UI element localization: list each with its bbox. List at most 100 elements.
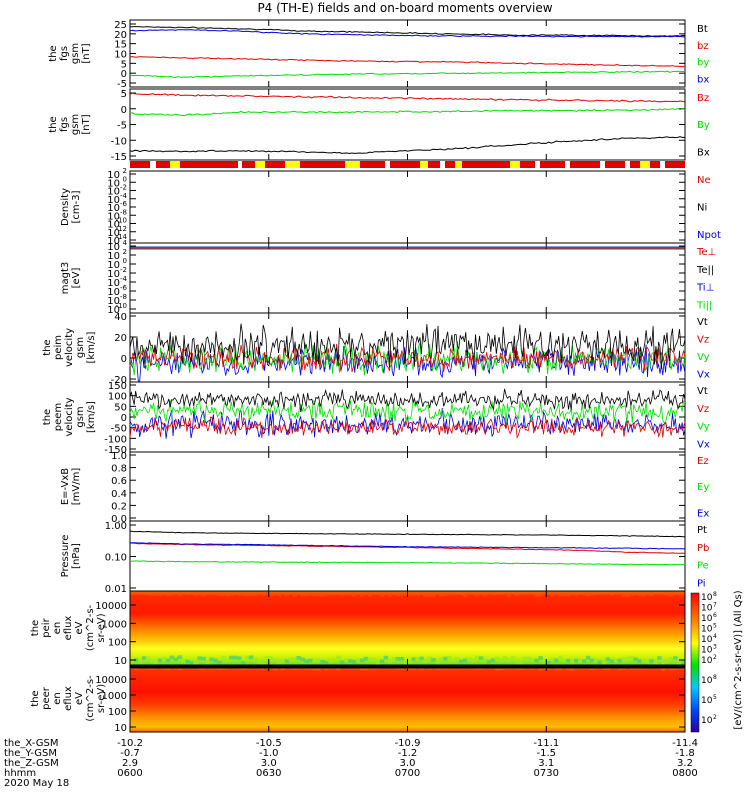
spectrogram-stripe — [657, 656, 662, 660]
y-axis-label: velocity — [64, 328, 75, 367]
y-tick-label: -100 — [104, 434, 127, 445]
spectrogram-stripe — [570, 659, 575, 664]
legend-ez: Ez — [697, 456, 709, 467]
spectrogram-stripe — [482, 591, 488, 597]
spectrogram-stripe — [419, 656, 424, 661]
y-tick-label: -150 — [104, 445, 127, 456]
spectrogram-stripe — [423, 591, 428, 597]
spectrogram-stripe — [344, 658, 349, 663]
spectrogram-stripe — [300, 657, 305, 662]
y-axis-label: [km/s] — [86, 401, 97, 433]
colorbar — [690, 592, 700, 733]
spectrogram-stripe — [185, 659, 190, 664]
spectrogram-stripe — [411, 657, 416, 662]
y-tick-label: 10 — [107, 178, 120, 189]
y-tick-label: 100 — [108, 707, 127, 718]
spectrogram-stripe — [478, 591, 484, 595]
spectrogram-stripe — [439, 657, 444, 662]
spectrogram-stripe — [221, 655, 226, 660]
y-tick-label: 40 — [114, 312, 127, 323]
x-tick-label: 3.2 — [677, 758, 693, 769]
legend-pb: Pb — [697, 543, 709, 554]
x-tick-label: 0730 — [534, 768, 559, 779]
y-tick-label: 10 — [114, 50, 127, 61]
y-tick-exponent: -2 — [120, 184, 127, 192]
spectrogram-stripe — [217, 660, 222, 665]
spectrogram-stripe — [653, 591, 658, 595]
spectrogram-stripe — [383, 591, 389, 595]
spectrogram-stripe — [447, 591, 452, 595]
spectrogram-stripe — [363, 656, 369, 661]
spectrogram-stripe — [371, 657, 377, 662]
y-tick-label: 10 — [107, 228, 120, 239]
spectrogram-stripe — [601, 591, 607, 595]
y-tick-label: 10 — [107, 260, 120, 271]
y-tick-label: 10 — [107, 220, 120, 231]
status-bar-flag — [640, 161, 650, 168]
spectrogram-stripe — [304, 591, 309, 597]
spectrogram-stripe — [625, 656, 630, 661]
spectrogram-stripe — [379, 659, 385, 664]
colorbar-tick-label: 10 — [701, 635, 713, 645]
status-bar-flag — [420, 161, 428, 168]
spectrogram-stripe — [431, 591, 436, 597]
spectrogram-stripe — [641, 591, 646, 597]
spectrogram-stripe — [141, 656, 147, 660]
colorbar-tick-exponent: 3 — [713, 644, 717, 651]
spectrogram-stripe — [550, 657, 555, 662]
y-axis-label: Density — [60, 188, 71, 226]
colorbar-tick-exponent: 6 — [713, 612, 717, 619]
status-bar-gap — [625, 161, 630, 168]
spectrogram-stripe — [165, 591, 171, 597]
spectrogram-stripe — [260, 591, 266, 596]
status-bar — [130, 161, 685, 168]
series-line — [129, 388, 686, 412]
y-axis-label: [cm-3] — [71, 190, 82, 223]
spectrogram-stripe — [621, 591, 627, 597]
spectrogram-stripe — [241, 591, 246, 596]
colorbar-tick-label: 10 — [701, 604, 713, 614]
legend-bz: bz — [697, 41, 709, 52]
panel-frame — [129, 520, 686, 592]
status-bar-gap — [150, 161, 156, 168]
spectrogram-stripe — [332, 591, 337, 596]
x-tick-label: -10.9 — [395, 738, 421, 749]
y-tick-label: 5 — [121, 89, 127, 100]
colorbar-tick-exponent: 5 — [713, 623, 717, 630]
spectrogram-stripe — [574, 591, 579, 596]
spectrogram-stripe — [241, 661, 246, 665]
spectrogram-stripe — [669, 591, 674, 597]
spectrogram-stripe — [455, 656, 460, 661]
spectrogram-stripe — [443, 591, 448, 597]
y-tick-exponent: 0 — [123, 175, 127, 183]
spectrogram-stripe — [466, 657, 472, 661]
y-axis-label: eV — [74, 621, 85, 634]
y-axis-label: sr-eV) — [96, 613, 107, 642]
spectrogram-stripe — [133, 591, 139, 595]
y-axis-label: the — [30, 620, 41, 636]
y-tick-label: 10 — [114, 656, 127, 667]
y-axis-label: [nPa] — [71, 543, 82, 569]
spectrogram-stripe — [633, 591, 638, 596]
status-bar-flag — [285, 161, 300, 168]
y-axis-label: (cm^2-s- — [85, 675, 96, 722]
spectrogram-stripe — [486, 591, 492, 595]
y-tick-exponent: -2 — [120, 266, 127, 274]
spectrogram-stripe — [379, 591, 385, 597]
spectrogram-stripe — [169, 591, 175, 596]
spectrogram-stripe — [649, 659, 654, 663]
spectrogram-stripe — [387, 659, 393, 664]
y-tick-label: 0.10 — [105, 553, 127, 564]
spectrogram-stripe — [403, 591, 408, 596]
spectrogram-stripe — [328, 591, 333, 595]
spectrogram-stripe — [463, 591, 468, 597]
spectrogram-stripe — [201, 591, 206, 597]
status-bar-flag — [255, 161, 265, 168]
spectrogram-stripe — [130, 659, 135, 664]
y-tick-exponent: -4 — [120, 192, 128, 200]
spectrogram-stripe — [407, 591, 412, 596]
spectrogram-stripe — [137, 659, 143, 664]
spectrogram-stripe — [494, 656, 500, 661]
spectrogram-stripe — [359, 591, 365, 597]
spectrogram-stripe — [661, 591, 666, 595]
